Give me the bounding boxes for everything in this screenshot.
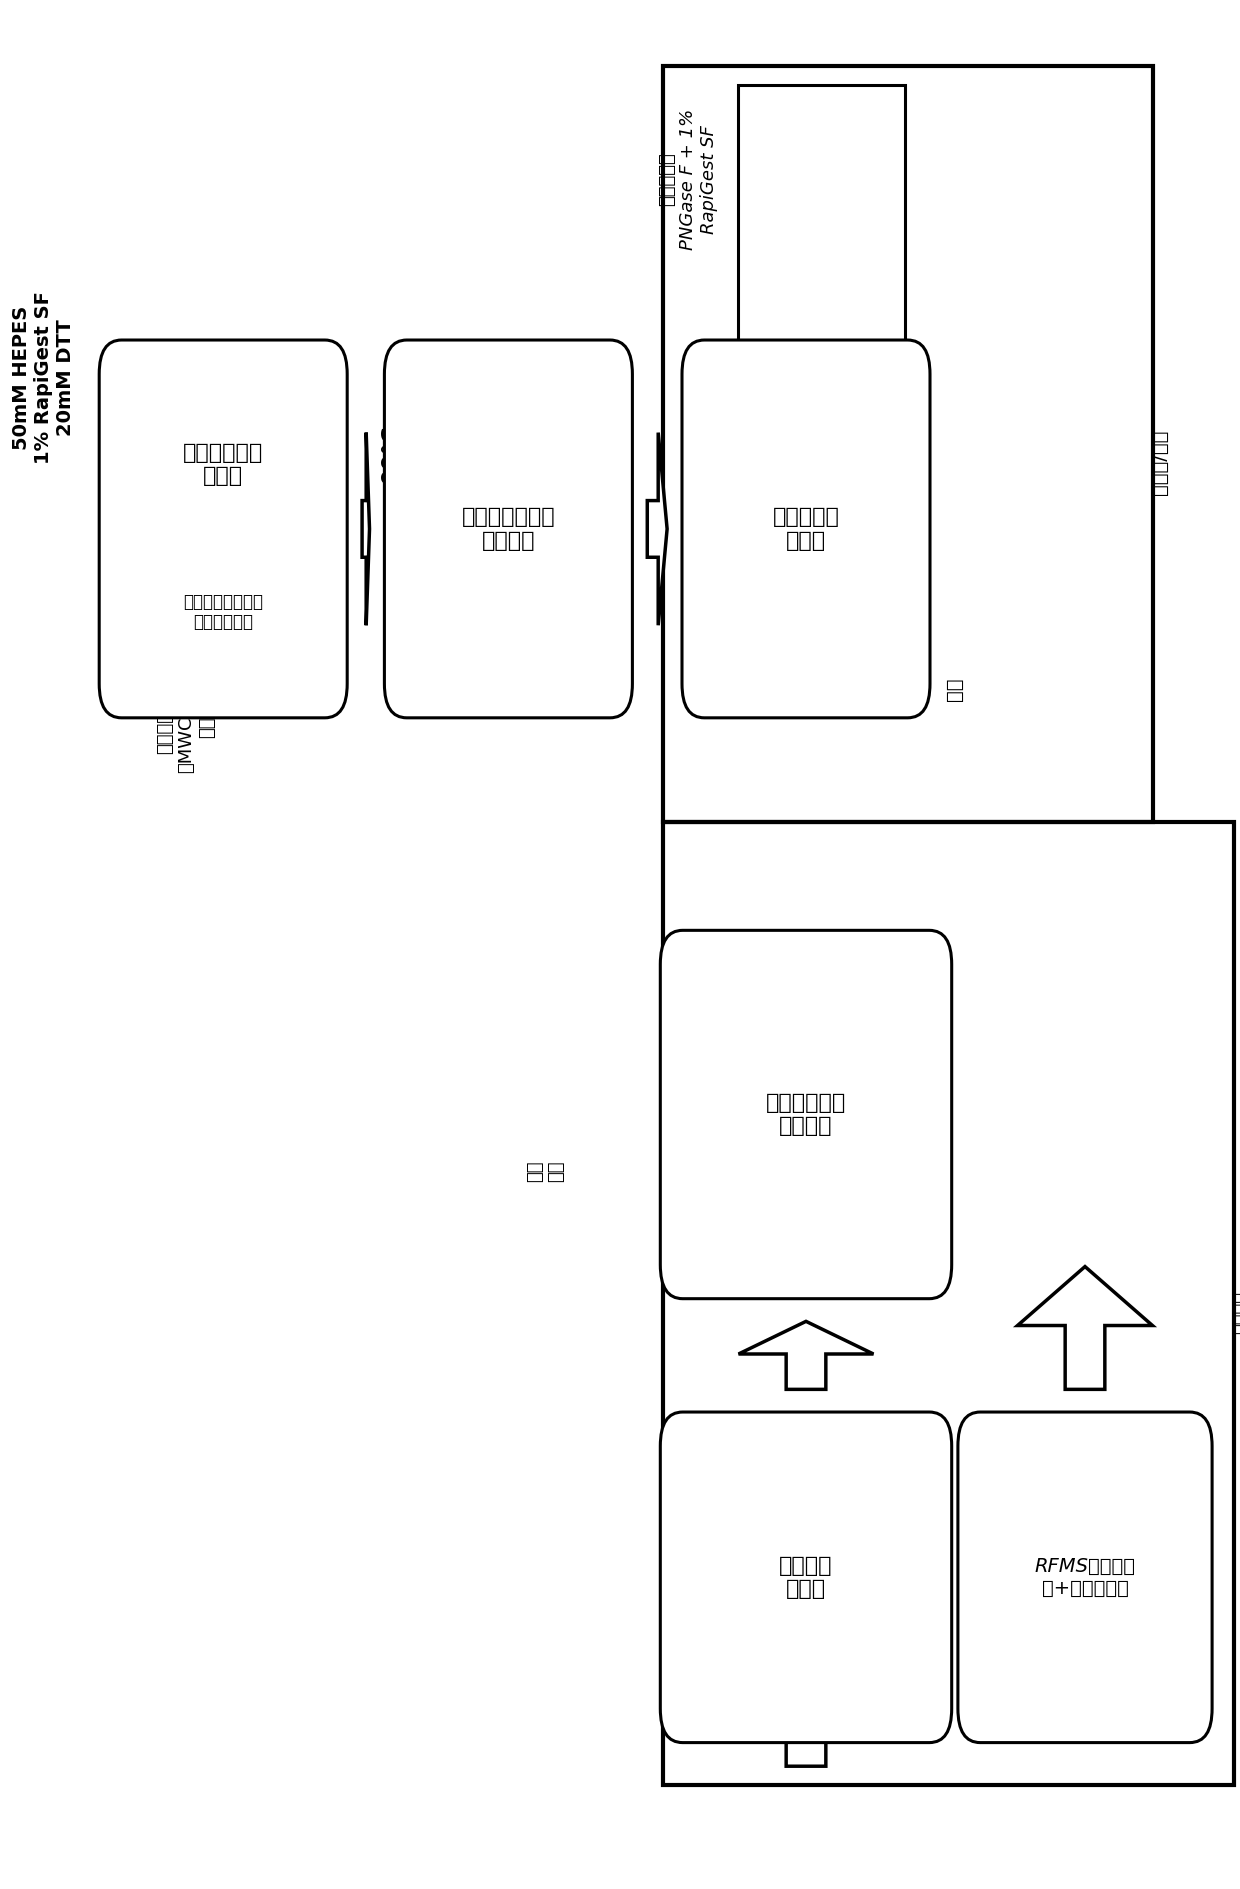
Polygon shape <box>362 433 370 625</box>
Text: 富集的葡
萄糖胺: 富集的葡 萄糖胺 <box>779 1557 833 1598</box>
Text: 在孔中加载
PNGase F + 1%
RapiGest SF: 在孔中加载 PNGase F + 1% RapiGest SF <box>658 110 718 249</box>
Bar <box>738 85 905 349</box>
Polygon shape <box>1018 1266 1152 1390</box>
Text: 复杂基质中变型
的糖蛋白: 复杂基质中变型 的糖蛋白 <box>461 508 556 550</box>
Text: 温育板/装置: 温育板/装置 <box>1149 431 1169 495</box>
Text: 富集的变性
糖蛋白: 富集的变性 糖蛋白 <box>773 508 839 550</box>
Polygon shape <box>647 433 667 625</box>
Text: 复杂基质中的
糖蛋白: 复杂基质中的 糖蛋白 <box>184 444 263 485</box>
FancyBboxPatch shape <box>384 340 632 718</box>
Text: 富集的去糖基
化糖蛋白: 富集的去糖基 化糖蛋白 <box>766 1094 846 1135</box>
Text: 50mM HEPES
1% RapiGest SF
20mM DTT: 50mM HEPES 1% RapiGest SF 20mM DTT <box>12 291 74 465</box>
Polygon shape <box>739 1630 873 1766</box>
Text: 洗涤: 洗涤 <box>945 678 965 701</box>
Bar <box>663 66 1153 822</box>
Text: RFMS标记的聚
糖+反应副产物: RFMS标记的聚 糖+反应副产物 <box>1034 1557 1136 1598</box>
Text: 标记: 标记 <box>926 1424 946 1447</box>
Text: 血浆、细胞裂解物
或组织提取物: 血浆、细胞裂解物 或组织提取物 <box>184 593 263 631</box>
Bar <box>663 822 1234 1785</box>
Text: 90°C: 90°C <box>381 425 401 482</box>
Polygon shape <box>739 1322 873 1390</box>
FancyBboxPatch shape <box>99 340 347 718</box>
FancyBboxPatch shape <box>660 929 952 1300</box>
FancyBboxPatch shape <box>682 340 930 718</box>
FancyBboxPatch shape <box>660 1413 952 1742</box>
FancyBboxPatch shape <box>957 1413 1211 1742</box>
Text: 稀释并加载
到MWCO过滤
装置: 稀释并加载 到MWCO过滤 装置 <box>156 682 216 773</box>
Text: 稀释
消化: 稀释 消化 <box>526 1160 565 1183</box>
Text: 收集葡糖
胺滤液: 收集葡糖 胺滤液 <box>1233 1292 1240 1334</box>
